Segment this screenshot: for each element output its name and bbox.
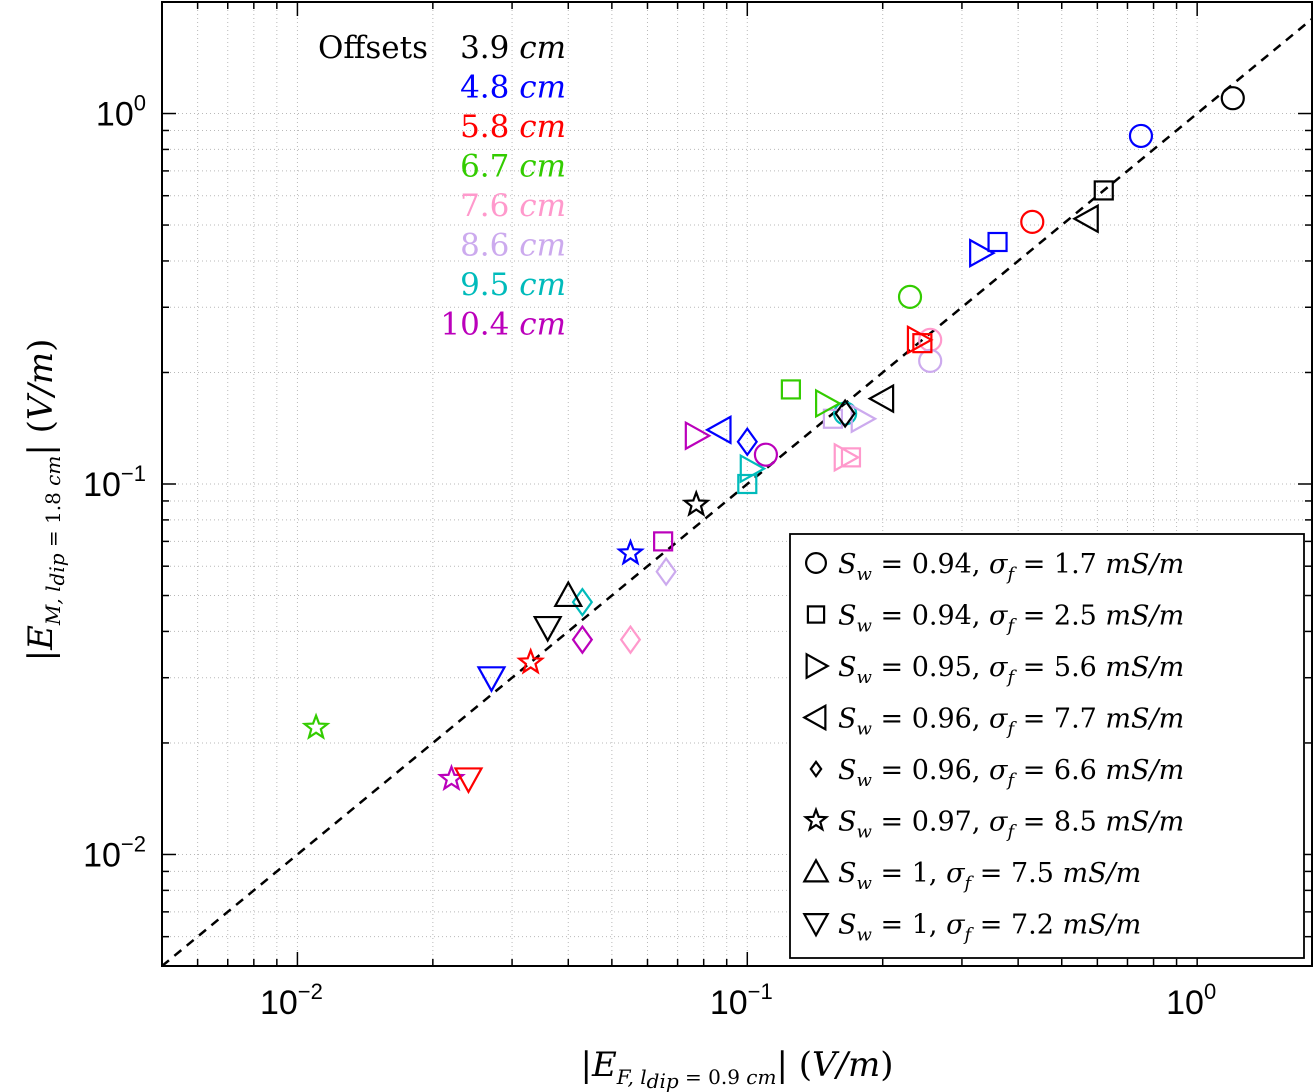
data-point-triangle-down [476, 666, 507, 693]
data-point-triangle-left [704, 414, 732, 445]
data-point-triangle-right [833, 442, 861, 473]
data-point-square [1093, 180, 1114, 201]
y-tick-label: 10−2 [83, 831, 146, 874]
x-axis-label: |EF, ldip = 0.9 cm| (V/m) [580, 1045, 893, 1092]
data-point-diamond [619, 624, 642, 655]
data-point-square [737, 473, 758, 495]
data-point-star [681, 489, 711, 517]
legend-marker-star [802, 806, 830, 832]
data-point-triangle-down [532, 615, 563, 643]
offsets-annotation: Offsets 3.9 cm 4.8 cm5.8 cm 6.7 cm7.6 cm 8.6… [318, 30, 566, 343]
legend-marker-triangle-left [802, 703, 827, 732]
data-point-diamond [834, 398, 856, 429]
legend-entry: Sw = 0.97, σf = 8.5 mS/m [838, 807, 1184, 843]
data-point-triangle-right [684, 420, 712, 451]
data-point-triangle-right [969, 238, 996, 268]
legend-entry: Sw = 1, σf = 7.2 mS/m [838, 910, 1141, 946]
data-point-circle [897, 284, 923, 309]
data-point-triangle-left [1072, 203, 1099, 234]
data-point-star [616, 538, 645, 566]
legend-marker-triangle-down [802, 913, 830, 938]
data-point-triangle-down [453, 767, 484, 795]
offset-entry: 5.8 cm [460, 109, 566, 145]
offset-entry: 9.5 cm [460, 267, 566, 303]
legend-marker-triangle-up [802, 858, 830, 883]
legend-marker-diamond [809, 759, 823, 779]
data-point-square [987, 231, 1008, 253]
data-point-triangle-right [815, 388, 842, 419]
y-axis-label: |EM, ldip = 1.8 cm| (V/m) [21, 339, 69, 662]
data-point-circle [1020, 209, 1045, 234]
offset-entry: 7.6 cm [460, 188, 566, 224]
data-point-circle [753, 442, 779, 467]
data-point-diamond [736, 426, 759, 457]
legend-entry: Sw = 1, σf = 7.5 mS/m [838, 858, 1141, 894]
legend-entry: Sw = 0.94, σf = 1.7 mS/m [838, 549, 1184, 585]
offset-entry: 3.9 cm [460, 30, 566, 66]
reference-line-y-equals-x [161, 17, 1313, 967]
data-point-star [516, 647, 546, 675]
legend-box [789, 533, 1305, 959]
legend: Sw = 0.94, σf = 1.7 mS/m Sw = 0.94, σf = … [789, 533, 1305, 959]
legend-entry: Sw = 0.96, σf = 6.6 mS/m [838, 755, 1184, 791]
data-point-triangle-left [867, 383, 895, 414]
x-tick-label: 10−1 [710, 979, 773, 1022]
offsets-title: Offsets [318, 30, 428, 66]
data-point-triangle-up [553, 580, 584, 608]
data-point-diamond [571, 624, 594, 655]
data-point-circle [1220, 86, 1245, 111]
y-tick-label: 100 [96, 91, 146, 134]
data-point-circle [918, 348, 943, 373]
data-point-triangle-right [739, 453, 767, 484]
data-points [301, 86, 1245, 795]
axis-ticks: 10−2 10−1 100 10−2 10−1 100 [83, 2, 1312, 1022]
offset-entry: 10.4 cm [440, 307, 566, 343]
legend-marker-circle [804, 551, 827, 574]
data-point-square [780, 379, 801, 400]
y-tick-label: 10−1 [83, 461, 146, 504]
data-point-star [301, 712, 331, 740]
data-point-square [822, 408, 844, 429]
data-point-circle [1128, 123, 1154, 149]
legend-entry: Sw = 0.94, σf = 2.5 mS/m [838, 601, 1184, 637]
data-point-circle [833, 401, 858, 426]
x-tick-label: 100 [1166, 979, 1216, 1022]
legend-entry: Sw = 0.96, σf = 7.7 mS/m [838, 704, 1184, 740]
x-tick-label: 10−2 [260, 979, 323, 1022]
data-point-triangle-right [906, 324, 934, 355]
offset-entry: 4.8 cm [460, 70, 566, 106]
data-point-diamond [655, 556, 677, 587]
offset-entry: 8.6 cm [460, 228, 566, 264]
legend-marker-square [806, 605, 826, 624]
data-point-diamond [571, 587, 594, 617]
legend-entry: Sw = 0.95, σf = 5.6 mS/m [838, 652, 1184, 688]
offset-entry: 6.7 cm [460, 149, 566, 185]
legend-marker-triangle-right [805, 652, 830, 680]
grid-lines [162, 2, 1312, 966]
data-point-square [653, 531, 674, 552]
